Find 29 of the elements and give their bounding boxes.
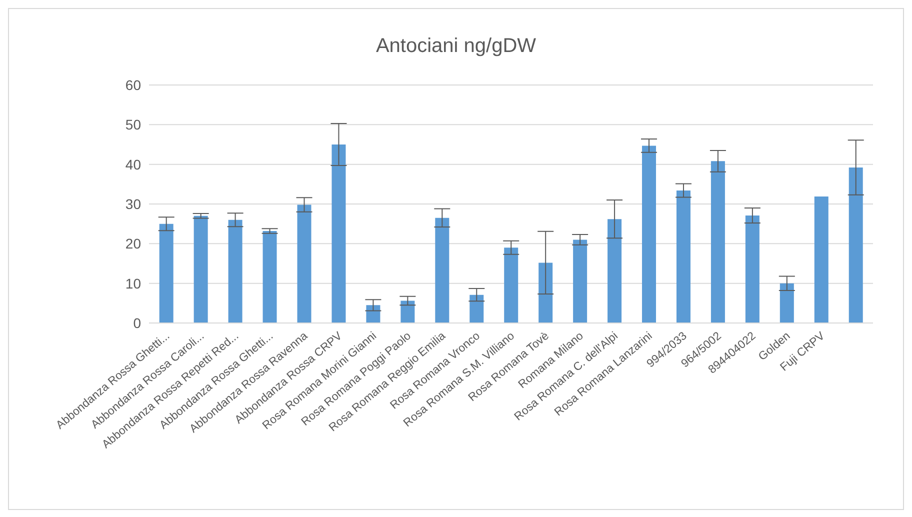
y-tick-label: 10 <box>125 275 142 292</box>
bar <box>642 146 656 323</box>
bar <box>608 219 622 323</box>
bar <box>228 220 242 323</box>
y-tick-label: 0 <box>133 314 142 331</box>
bar <box>573 240 588 323</box>
y-tick-label: 20 <box>125 236 142 252</box>
bar <box>814 196 828 323</box>
bar <box>262 230 277 323</box>
y-tick-label: 40 <box>125 156 142 172</box>
bar <box>470 294 484 323</box>
y-tick-label: 60 <box>125 76 142 93</box>
y-tick-label: 50 <box>125 116 142 133</box>
y-tick-label: 30 <box>125 196 142 212</box>
bar <box>538 262 553 323</box>
bar <box>400 300 415 323</box>
bar <box>159 224 174 323</box>
bar <box>745 216 760 323</box>
bar <box>504 248 518 323</box>
chart-title: Antociani ng/gDW <box>374 35 538 58</box>
bar <box>848 168 863 323</box>
bar <box>194 216 208 323</box>
bar <box>435 218 450 323</box>
bar <box>780 283 794 323</box>
bar <box>676 190 690 323</box>
bar <box>332 144 346 323</box>
bar <box>297 204 312 323</box>
bar <box>710 161 725 323</box>
bar <box>366 305 380 323</box>
